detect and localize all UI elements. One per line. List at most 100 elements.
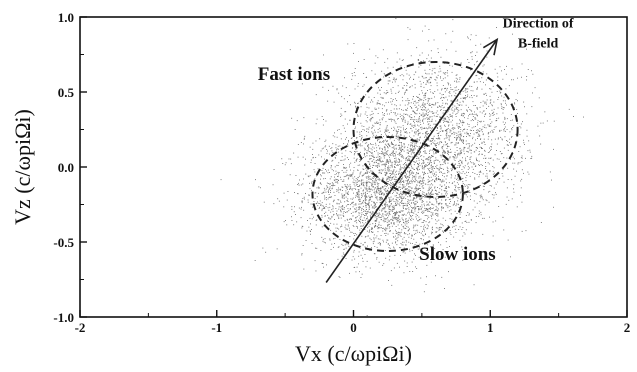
scatter-point xyxy=(325,211,327,213)
scatter-point xyxy=(322,172,324,173)
scatter-point xyxy=(329,187,331,189)
scatter-point xyxy=(394,215,396,216)
scatter-point xyxy=(408,102,410,104)
scatter-point xyxy=(359,173,361,175)
scatter-point xyxy=(307,199,309,201)
scatter-point xyxy=(338,187,339,189)
scatter-point xyxy=(419,175,421,177)
scatter-point xyxy=(370,148,372,150)
scatter-point xyxy=(409,186,411,188)
scatter-point xyxy=(429,76,431,78)
scatter-point xyxy=(341,156,343,158)
scatter-point xyxy=(489,113,490,115)
scatter-point xyxy=(394,164,396,165)
scatter-point xyxy=(450,234,452,235)
scatter-point xyxy=(298,207,300,209)
scatter-point xyxy=(439,161,441,163)
scatter-point xyxy=(426,244,428,246)
scatter-point xyxy=(461,172,463,174)
scatter-point xyxy=(450,177,452,179)
scatter-point xyxy=(421,155,423,157)
scatter-point xyxy=(319,203,321,204)
scatter-point xyxy=(445,120,447,122)
scatter-point xyxy=(424,210,426,211)
scatter-point xyxy=(322,208,324,209)
scatter-point xyxy=(361,131,362,132)
scatter-point xyxy=(421,212,423,213)
scatter-point xyxy=(401,217,403,219)
scatter-point xyxy=(395,241,397,243)
scatter-point xyxy=(450,174,452,175)
scatter-point xyxy=(419,246,420,248)
scatter-point xyxy=(421,52,423,54)
scatter-point xyxy=(456,178,457,180)
scatter-point xyxy=(470,113,472,115)
scatter-point xyxy=(423,174,424,176)
scatter-point xyxy=(447,128,449,129)
scatter-point xyxy=(526,48,527,50)
scatter-point xyxy=(379,227,381,229)
scatter-point xyxy=(395,233,397,234)
scatter-point xyxy=(360,222,361,224)
scatter-point xyxy=(490,99,492,101)
scatter-point xyxy=(390,196,392,198)
scatter-point xyxy=(376,257,378,258)
scatter-point xyxy=(385,121,387,123)
scatter-point xyxy=(403,143,405,144)
scatter-point xyxy=(485,166,487,167)
scatter-point xyxy=(442,130,444,132)
scatter-point xyxy=(372,144,374,145)
scatter-point xyxy=(349,208,351,210)
scatter-point xyxy=(393,139,395,141)
scatter-point xyxy=(413,176,415,177)
scatter-point xyxy=(365,111,367,113)
scatter-point xyxy=(412,190,414,192)
scatter-point xyxy=(427,209,428,210)
scatter-point xyxy=(354,188,356,189)
scatter-point xyxy=(413,226,415,228)
scatter-point xyxy=(466,131,468,133)
scatter-point xyxy=(460,198,461,200)
scatter-point xyxy=(347,43,349,45)
scatter-point xyxy=(372,231,374,233)
scatter-point xyxy=(417,102,419,104)
scatter-point xyxy=(510,143,512,145)
scatter-point xyxy=(366,142,368,144)
scatter-point xyxy=(319,200,321,202)
scatter-point xyxy=(364,153,365,154)
scatter-point xyxy=(516,170,517,172)
scatter-point xyxy=(370,216,371,218)
scatter-point xyxy=(321,116,323,117)
scatter-point xyxy=(376,196,378,198)
scatter-point xyxy=(435,227,437,229)
scatter-point xyxy=(409,204,410,205)
scatter-point xyxy=(398,126,400,128)
scatter-point xyxy=(350,169,351,171)
scatter-point xyxy=(416,172,418,173)
scatter-point xyxy=(456,147,458,148)
scatter-point xyxy=(378,221,380,223)
scatter-point xyxy=(384,171,386,173)
scatter-point xyxy=(365,148,366,150)
scatter-point xyxy=(355,159,357,161)
scatter-point xyxy=(417,121,419,123)
scatter-point xyxy=(344,130,346,132)
scatter-point xyxy=(434,193,436,194)
scatter-point xyxy=(351,259,353,261)
scatter-point xyxy=(372,212,374,213)
scatter-point xyxy=(357,114,358,116)
scatter-point xyxy=(371,156,373,157)
scatter-point xyxy=(430,50,432,52)
scatter-point xyxy=(362,165,364,167)
scatter-point xyxy=(360,113,362,115)
scatter-point xyxy=(517,122,519,124)
scatter-point xyxy=(374,151,375,152)
scatter-point xyxy=(396,210,398,212)
scatter-point xyxy=(355,108,357,109)
scatter-point xyxy=(403,85,405,86)
scatter-point xyxy=(383,203,385,205)
scatter-point xyxy=(360,151,361,153)
scatter-point xyxy=(428,29,430,30)
scatter-point xyxy=(380,172,382,174)
scatter-point xyxy=(387,223,389,225)
